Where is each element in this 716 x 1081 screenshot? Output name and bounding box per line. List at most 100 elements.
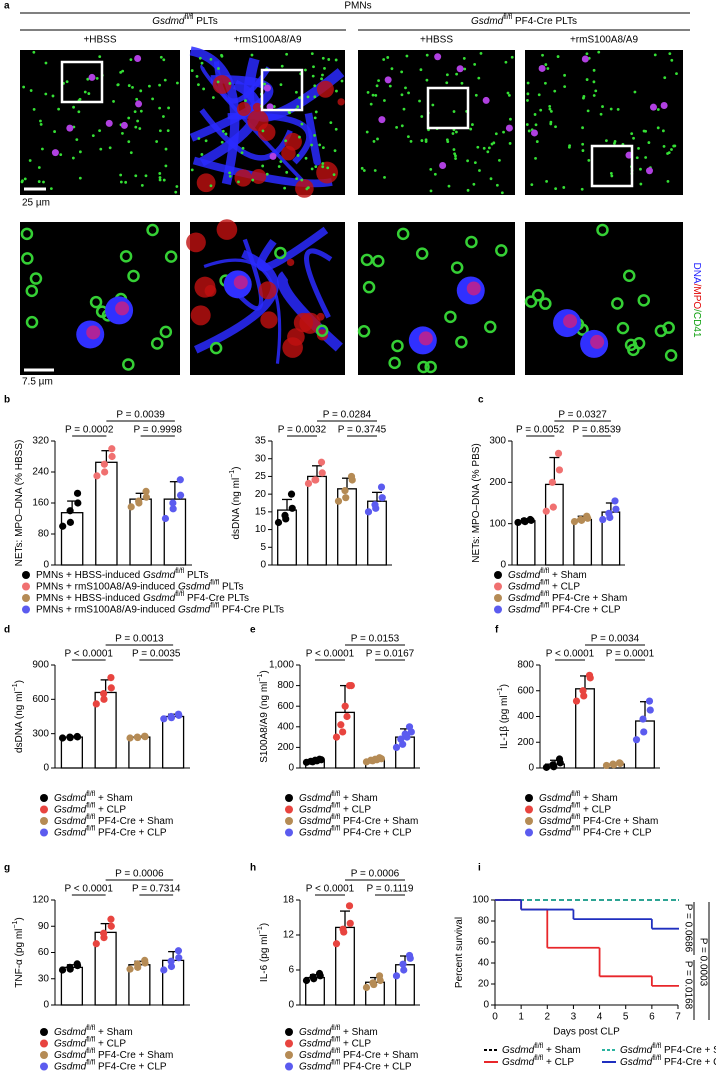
platelet — [32, 50, 36, 54]
text-part: fl/fl — [86, 1060, 95, 1067]
platelet — [221, 129, 225, 133]
neutrophil — [439, 162, 447, 170]
mpo-signal — [86, 325, 101, 340]
platelet — [376, 137, 379, 141]
legend-marker — [285, 794, 293, 802]
text-part: dsDNA (ng ml — [14, 691, 25, 753]
data-point — [405, 951, 414, 960]
legend-marker — [22, 582, 30, 591]
platelet — [495, 183, 499, 187]
platelet — [425, 78, 429, 82]
platelet — [670, 148, 673, 151]
data-point — [334, 497, 343, 505]
panel-label: d — [4, 625, 10, 636]
y-tick-label: 200 — [489, 477, 506, 488]
platelet — [209, 57, 213, 61]
platelet — [197, 137, 201, 140]
platelet — [506, 91, 510, 95]
text-part: fl/fl — [540, 591, 549, 598]
legend-marker — [22, 605, 30, 614]
legend-marker — [285, 1028, 293, 1036]
legend-marker — [494, 594, 502, 602]
platelet — [158, 106, 162, 110]
text-part: fl/fl — [571, 826, 580, 833]
platelet — [22, 85, 26, 89]
mpo-signal — [337, 98, 345, 106]
data-point — [59, 522, 67, 530]
text-part: ) — [259, 670, 270, 673]
text-part: fl/fl — [86, 791, 95, 798]
neutrophil — [120, 121, 128, 129]
micrograph — [20, 50, 180, 195]
platelet — [362, 169, 366, 172]
data-point — [542, 763, 551, 771]
mpo-signal — [281, 145, 296, 161]
y-tick-label: 0 — [43, 1000, 49, 1011]
platelet — [525, 123, 529, 126]
platelet — [327, 58, 331, 61]
bar — [60, 736, 83, 769]
platelet — [135, 97, 139, 101]
platelet — [329, 121, 333, 125]
micrograph — [525, 50, 683, 195]
comparison-label: P = 0.0686 — [682, 904, 693, 953]
text-part: fl/fl — [503, 14, 512, 21]
platelet — [321, 146, 325, 150]
platelet — [151, 97, 154, 101]
data-point — [542, 507, 550, 515]
legend-marker — [494, 582, 502, 591]
data-point — [167, 712, 175, 721]
platelet — [420, 139, 424, 142]
platelet — [127, 269, 140, 283]
y-tick-label: 0 — [528, 763, 534, 774]
platelet — [176, 81, 179, 85]
y-tick-label: 0 — [43, 560, 49, 571]
data-point — [639, 715, 647, 723]
data-point — [169, 505, 177, 513]
platelet — [138, 127, 142, 130]
y-tick-label: 900 — [32, 660, 49, 671]
data-point — [549, 503, 557, 511]
legend-marker — [40, 794, 48, 802]
mpo-signal — [316, 80, 334, 98]
platelet — [637, 146, 640, 150]
platelet — [155, 140, 159, 143]
y-tick-label: 600 — [277, 701, 294, 712]
platelet — [417, 360, 430, 374]
data-point — [107, 684, 115, 692]
data-point — [100, 695, 108, 703]
data-point — [309, 973, 317, 981]
text-part: fl/fl — [571, 791, 580, 798]
text-part: fl/fl — [534, 1055, 543, 1062]
text-part: fl/fl — [86, 826, 95, 833]
text-part: Gsdmd — [178, 604, 211, 615]
data-point — [405, 723, 414, 731]
legend-marker — [285, 828, 293, 837]
platelet — [562, 186, 566, 189]
legend-label: Gsdmdfl/fl + CLP — [539, 803, 611, 815]
text-part: ) — [259, 923, 270, 926]
text-part: −1 — [12, 683, 19, 691]
legend-label: PMNs + rmS100A8/A9-induced Gsdmdfl/fl PF… — [36, 603, 284, 615]
text-part: fl/fl — [86, 1025, 95, 1032]
platelet — [531, 289, 545, 302]
data-point — [341, 487, 349, 495]
platelet — [251, 178, 255, 182]
bar — [335, 926, 355, 1006]
platelet — [320, 77, 323, 81]
legend-marker — [494, 571, 502, 579]
platelet — [500, 191, 504, 195]
platelet — [451, 132, 455, 135]
y-tick-label: 10 — [255, 524, 267, 535]
bar — [335, 711, 355, 769]
comparison-label: P = 0.0032 — [278, 425, 327, 436]
group-label: Gsdmdfl/fl PLTs — [152, 14, 217, 26]
platelet — [334, 58, 338, 62]
data-point — [570, 518, 579, 526]
comparison-label: P = 0.0001 — [606, 649, 655, 660]
platelet — [452, 148, 456, 151]
x-tick-label: 6 — [649, 1012, 655, 1023]
platelet — [228, 171, 232, 175]
platelet — [71, 156, 75, 160]
neutrophil — [384, 76, 392, 84]
